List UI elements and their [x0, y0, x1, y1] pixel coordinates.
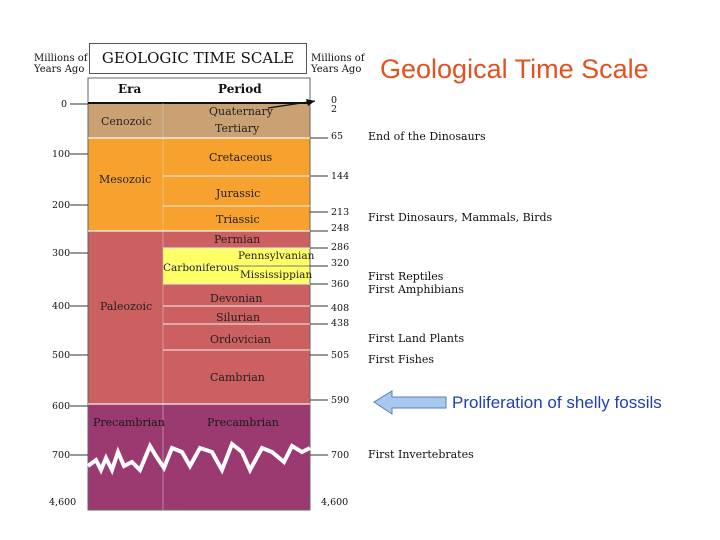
event-first-land-plants: First Land Plants [368, 332, 465, 345]
period-label-cambrian: Cambrian [210, 371, 265, 384]
right-tick-360: 360 [331, 279, 350, 290]
period-label-triassic: Triassic [216, 213, 260, 226]
left-tick-200: 200 [52, 200, 71, 211]
period-label-silurian: Silurian [216, 311, 261, 324]
left-tick-4600: 4,600 [49, 497, 77, 508]
era-block-precambrian [88, 404, 310, 510]
period-column-header: Period [218, 82, 262, 96]
event-end-dinosaurs: End of the Dinosaurs [368, 130, 486, 143]
period-label-carboniferous: Carboniferous [163, 262, 240, 274]
period-label-ordovician: Ordovician [210, 333, 271, 346]
left-tick-0: 0 [61, 99, 68, 110]
left-tick-600: 600 [52, 401, 71, 412]
period-label-permian: Permian [214, 233, 261, 246]
event-first-dinosaurs: First Dinosaurs, Mammals, Birds [368, 211, 553, 224]
period-label-cretaceous: Cretaceous [209, 151, 273, 164]
left-tick-700: 700 [52, 450, 71, 461]
left-tick-300: 300 [52, 248, 71, 259]
period-label-quaternary: Quaternary [209, 105, 273, 118]
period-label-devonian: Devonian [210, 292, 263, 305]
era-label-mesozoic: Mesozoic [99, 173, 152, 186]
chart-title-box: GEOLOGIC TIME SCALE [89, 43, 307, 74]
right-tick-505: 505 [331, 350, 350, 361]
right-tick-4600: 4,600 [321, 497, 349, 508]
event-first-amphibians: First Amphibians [368, 283, 464, 296]
event-first-reptiles: First Reptiles [368, 270, 444, 283]
era-label-cenozoic: Cenozoic [101, 115, 152, 128]
period-label-pennsylvanian: Pennsylvanian [238, 250, 315, 262]
right-tick-144: 144 [331, 171, 350, 182]
left-tick-100: 100 [52, 149, 71, 160]
right-tick-320: 320 [331, 258, 350, 269]
callout-arrow [373, 390, 447, 415]
right-tick-286: 286 [331, 242, 350, 253]
era-column-header: Era [118, 82, 142, 96]
quaternary-pointer-head [306, 99, 315, 106]
time-gap-break-line [86, 440, 311, 476]
event-first-invertebrates: First Invertebrates [368, 448, 474, 461]
column-frame [87, 77, 311, 511]
right-tick-408: 408 [331, 303, 350, 314]
right-tick-248: 248 [331, 223, 350, 234]
period-label-jurassic: Jurassic [216, 187, 261, 200]
right-tick-590: 590 [331, 395, 350, 406]
right-tick-438: 438 [331, 318, 350, 329]
event-first-fishes: First Fishes [368, 353, 435, 366]
slide-title: Geological Time Scale [380, 54, 649, 84]
left-axis-label: Millions of Years Ago [34, 53, 88, 75]
right-tick-65: 65 [331, 131, 344, 142]
era-block-cenozoic [88, 103, 310, 138]
left-tick-500: 500 [52, 350, 71, 361]
right-tick-700: 700 [331, 450, 350, 461]
era-label-paleozoic: Paleozoic [100, 300, 153, 313]
period-label-precambrian: Precambrian [207, 416, 279, 429]
period-label-tertiary: Tertiary [215, 122, 260, 135]
period-label-mississippian: Mississippian [240, 269, 313, 281]
callout-proliferation-shelly-fossils: Proliferation of shelly fossils [452, 393, 662, 412]
era-label-precambrian: Precambrian [93, 416, 165, 429]
left-tick-400: 400 [52, 301, 71, 312]
era-block-mesozoic [88, 138, 310, 231]
right-axis-label: Millions of Years Ago [311, 53, 365, 75]
chart-title: GEOLOGIC TIME SCALE [101, 49, 295, 67]
right-tick-213: 213 [331, 207, 350, 218]
